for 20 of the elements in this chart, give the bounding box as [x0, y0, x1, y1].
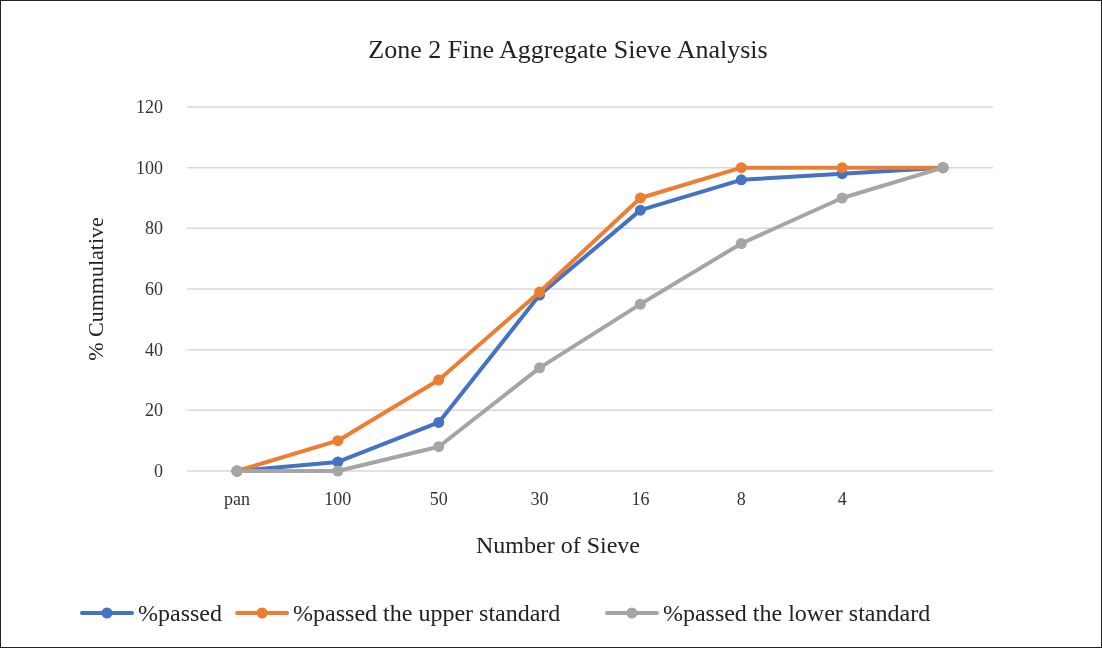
chart-title: Zone 2 Fine Aggregate Sieve Analysis — [368, 35, 768, 64]
legend-label: %passed the lower standard — [662, 600, 931, 626]
x-tick-label: 8 — [736, 489, 746, 509]
legend-label: %passed — [138, 600, 222, 626]
x-tick-label: pan — [224, 489, 250, 509]
x-tick-label: 100 — [324, 489, 352, 509]
x-tick-label: 4 — [837, 489, 847, 509]
y-tick-label: 100 — [136, 157, 163, 178]
y-tick-label: 120 — [136, 97, 163, 117]
x-tick-label: 16 — [631, 489, 650, 509]
y-tick-label: 20 — [145, 400, 163, 421]
y-axis-title: % Cummulative — [83, 217, 108, 361]
y-tick-label: 80 — [145, 218, 163, 239]
x-axis-title: Number of Sieve — [476, 532, 640, 558]
x-tick-label: 30 — [530, 489, 549, 509]
y-tick-label: 40 — [145, 339, 163, 360]
x-tick-label: 50 — [429, 489, 448, 509]
y-tick-label: 0 — [154, 461, 163, 481]
legend-label: %passed the upper standard — [293, 600, 561, 626]
y-tick-label: 60 — [145, 279, 163, 299]
